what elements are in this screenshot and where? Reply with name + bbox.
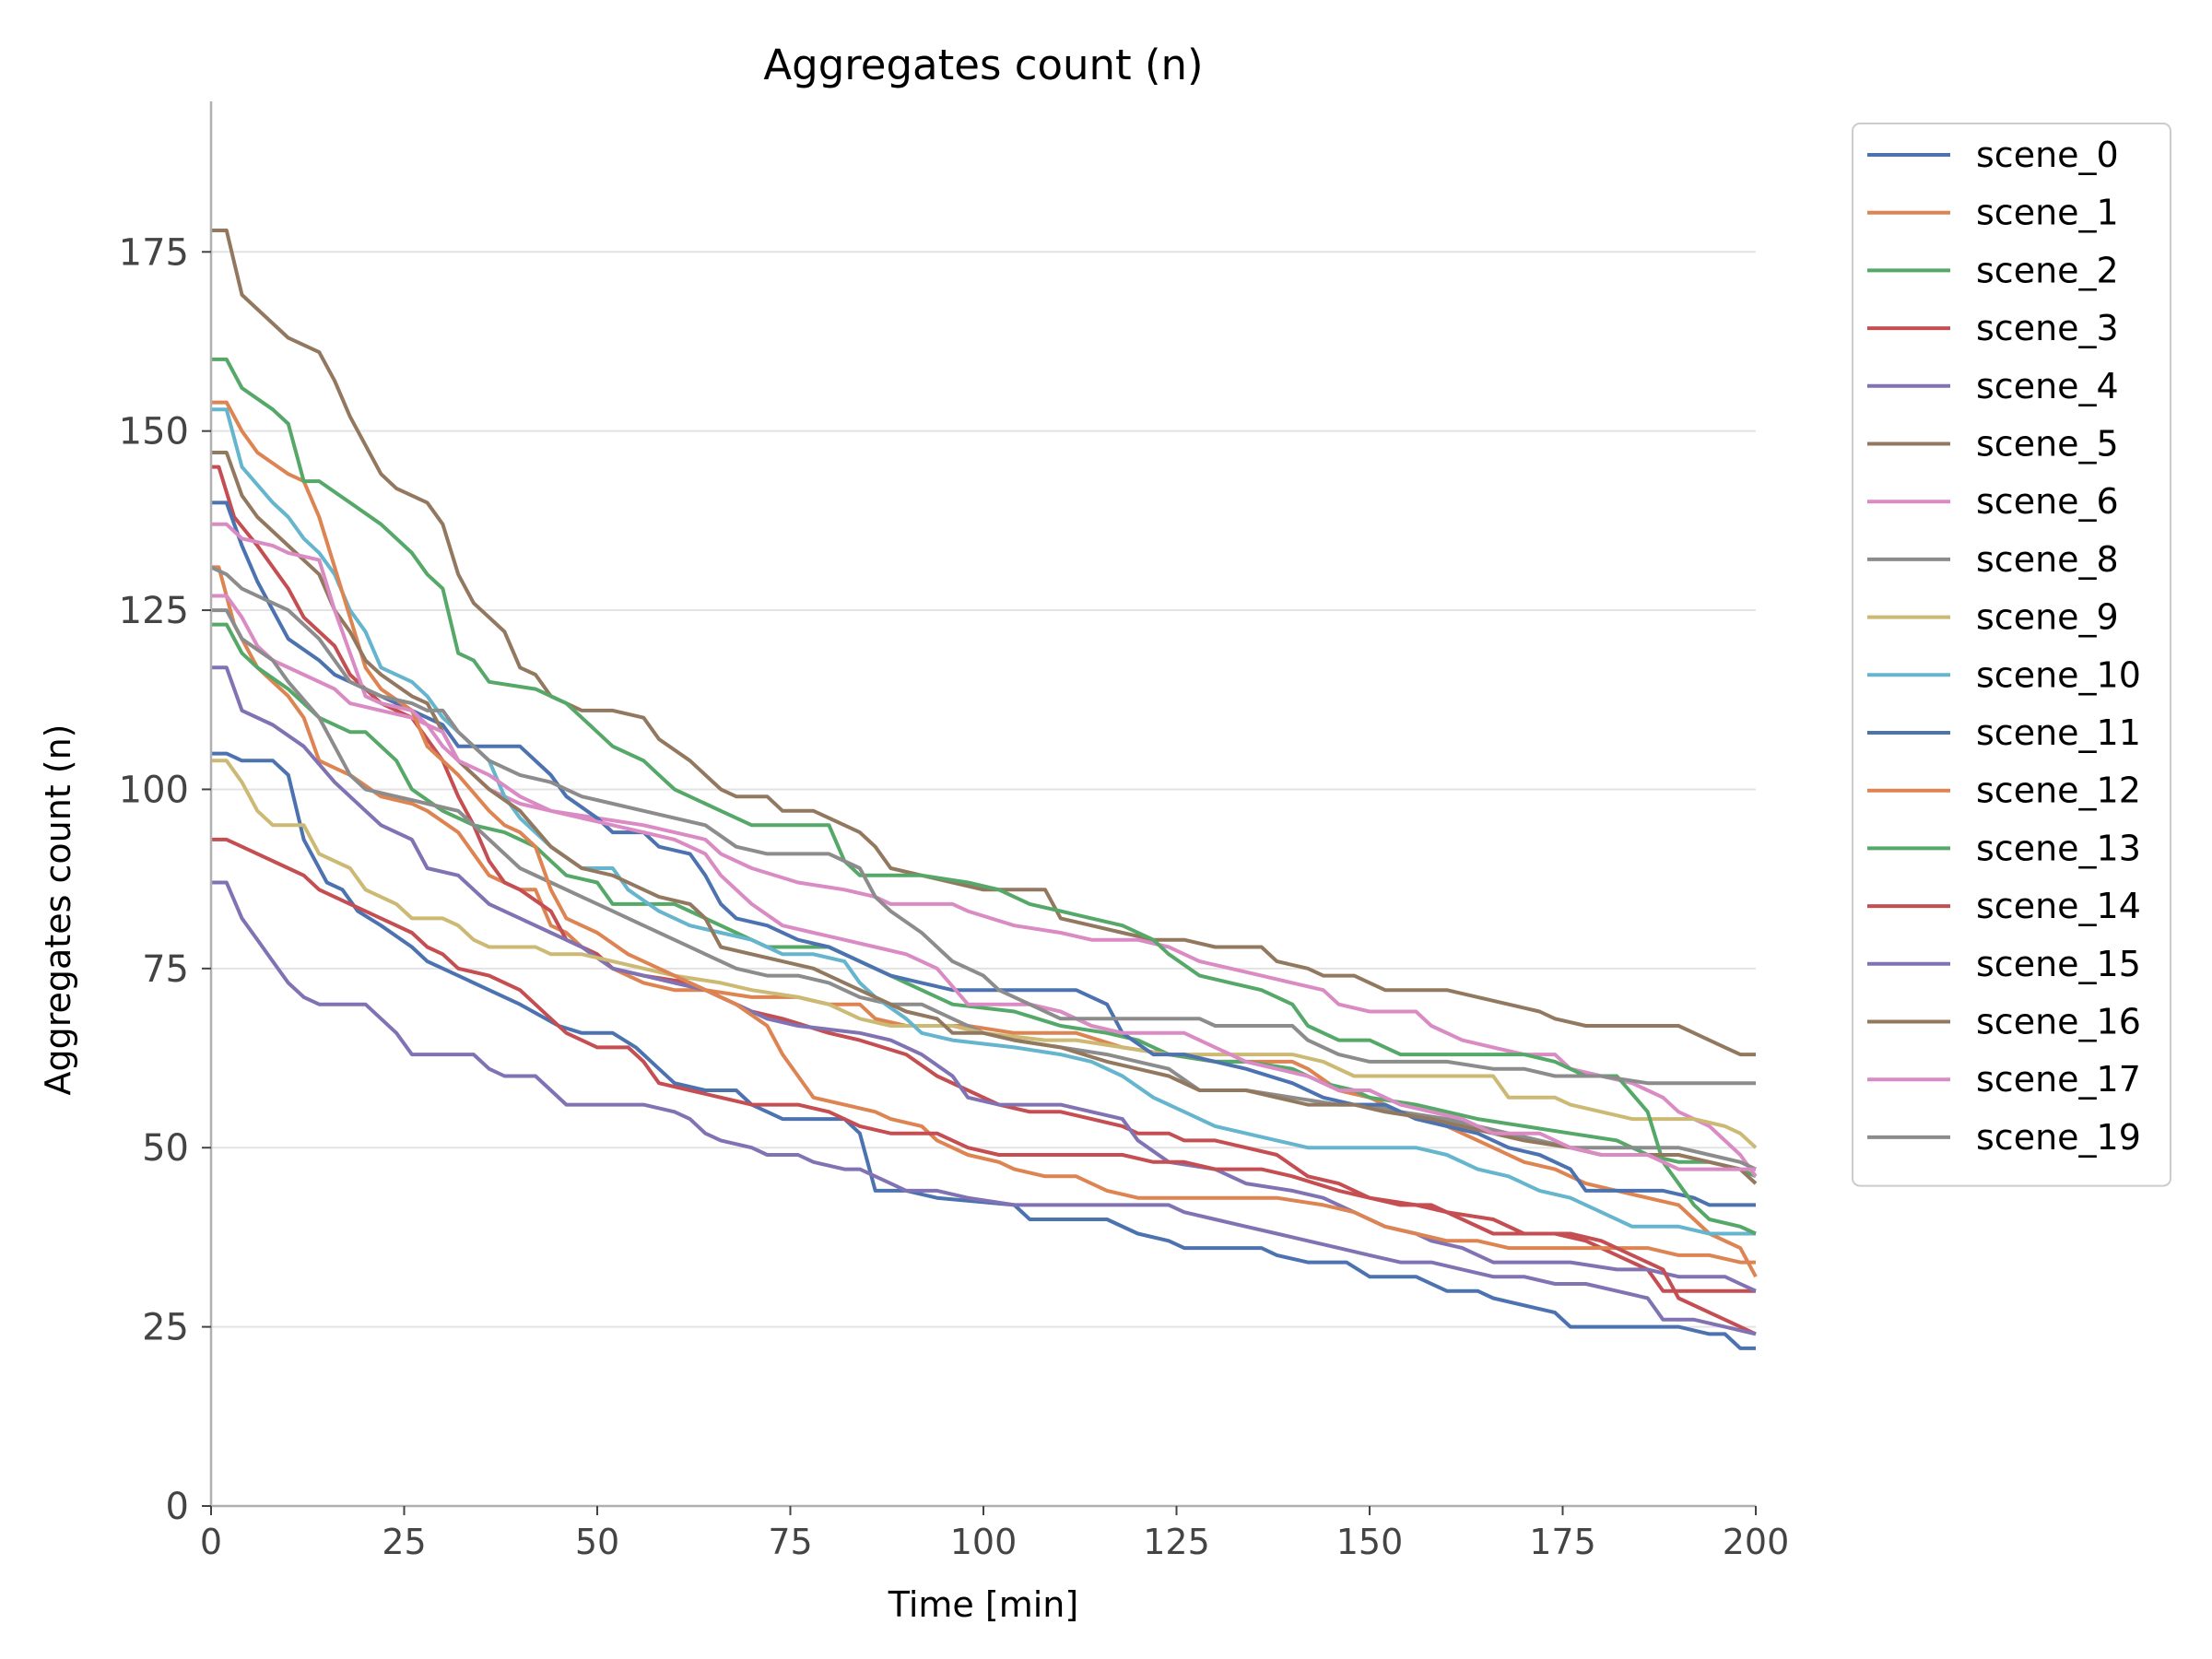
series-line-scene-12 — [211, 400, 1756, 1265]
x-tick-label: 75 — [768, 1522, 812, 1562]
series-line-scene-16 — [211, 451, 1758, 1185]
y-tick-label: 50 — [142, 1127, 189, 1170]
legend-label: scene_3 — [1976, 308, 2119, 348]
legend-label: scene_19 — [1976, 1117, 2141, 1158]
y-tick-label: 75 — [142, 948, 189, 991]
series-line-scene-10 — [211, 407, 1756, 1236]
legend-label: scene_17 — [1976, 1059, 2141, 1100]
legend-label: scene_13 — [1976, 828, 2141, 868]
legend-label: scene_10 — [1976, 654, 2141, 695]
x-tick-label: 50 — [575, 1522, 619, 1562]
series-line-scene-0 — [211, 751, 1756, 1350]
x-tick-label: 100 — [950, 1522, 1018, 1562]
series-line-scene-5 — [211, 229, 1756, 1057]
legend: scene_0 scene_1 scene_2 scene_3 scene_4scene… — [1852, 123, 2171, 1187]
chart-title: Aggregates count (n) — [763, 41, 1203, 89]
legend-label: scene_1 — [1976, 193, 2119, 233]
legend-label: scene_5 — [1976, 424, 2119, 465]
legend-label: scene_11 — [1976, 712, 2141, 753]
y-tick-label: 100 — [119, 769, 189, 811]
series-line-scene-2 — [211, 622, 1757, 1179]
x-tick-label: 200 — [1723, 1522, 1790, 1562]
legend-label: scene_6 — [1976, 481, 2119, 522]
series-line-scene-4 — [211, 665, 1757, 1293]
legend-label: scene_4 — [1976, 366, 2119, 406]
legend-label: scene_12 — [1976, 771, 2141, 811]
series-line-scene-15 — [211, 880, 1757, 1336]
series-line-scene-17 — [211, 522, 1756, 1171]
legend-label: scene_9 — [1976, 597, 2119, 638]
x-tick-label: 0 — [200, 1522, 222, 1562]
series-line-scene-14 — [211, 837, 1757, 1336]
gridlines — [211, 251, 1756, 1328]
series-line-scene-13 — [211, 357, 1757, 1236]
series-line-scene-1 — [211, 565, 1758, 1278]
legend-label: scene_16 — [1976, 1002, 2141, 1042]
y-tick-label: 175 — [119, 231, 189, 274]
y-tick-label: 150 — [119, 411, 189, 453]
y-tick-label: 125 — [119, 590, 189, 632]
x-tick-label: 25 — [382, 1522, 426, 1562]
x-tick-label: 175 — [1529, 1522, 1596, 1562]
series-line-scene-6 — [211, 594, 1758, 1178]
legend-label: scene_8 — [1976, 539, 2119, 580]
y-axis-title: Aggregates count (n) — [38, 724, 78, 1096]
x-axis-title: Time [min] — [888, 1584, 1078, 1625]
x-tick-label: 150 — [1336, 1522, 1404, 1562]
y-tick-label: 0 — [166, 1486, 189, 1528]
legend-label: scene_2 — [1976, 250, 2119, 290]
series-line-scene-11 — [211, 500, 1756, 1207]
x-tick-label: 125 — [1143, 1522, 1210, 1562]
legend-label: scene_14 — [1976, 886, 2141, 926]
series-line-scene-3 — [211, 465, 1756, 1293]
legend-label: scene_15 — [1976, 944, 2141, 984]
legend-box — [1852, 123, 2171, 1187]
series-line-scene-19 — [210, 565, 1756, 1086]
series-lines — [210, 229, 1758, 1350]
axes: 0 25 50 75 100 125 150 175 0 25 50 75 100 125 150 175 20… — [119, 101, 1790, 1562]
legend-label: scene_0 — [1976, 135, 2119, 175]
y-tick-label: 25 — [142, 1307, 189, 1349]
series-line-scene-9 — [211, 759, 1758, 1149]
